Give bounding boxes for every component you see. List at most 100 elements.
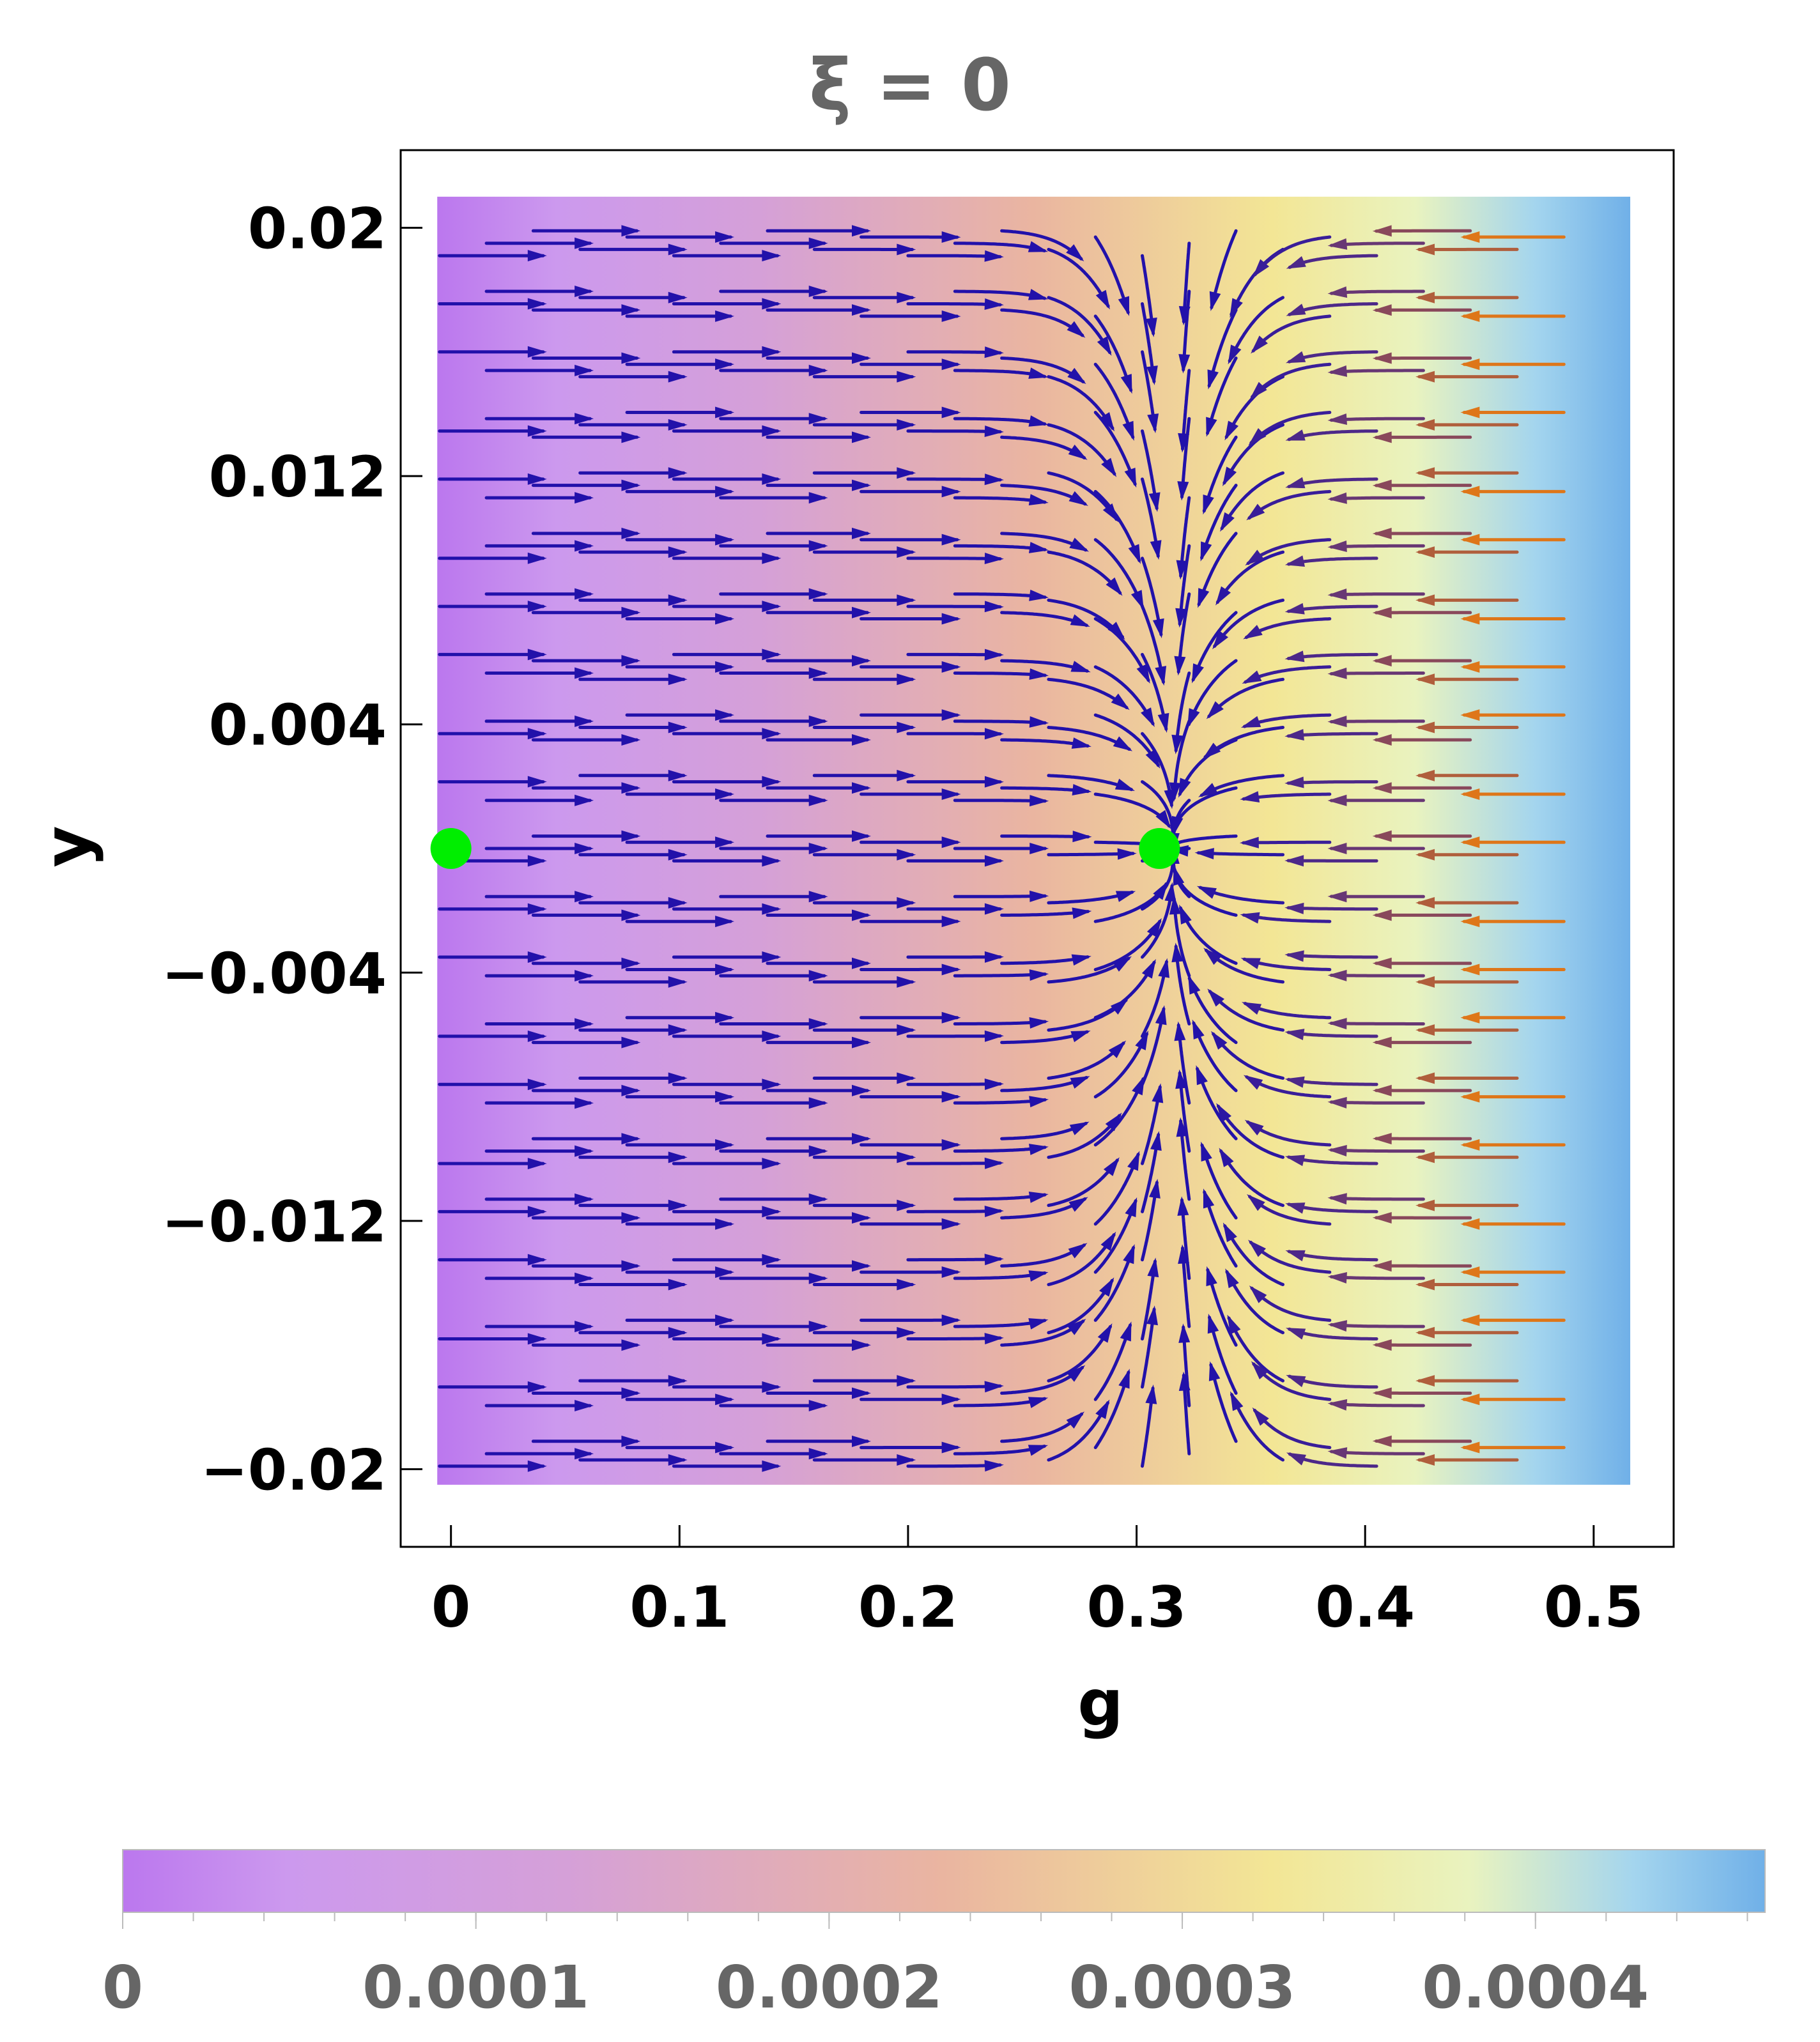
stream-arrowhead bbox=[1230, 298, 1243, 318]
stream-arrowhead bbox=[808, 970, 828, 982]
stream-arrowhead bbox=[1284, 729, 1304, 741]
stream-arrowhead bbox=[851, 1339, 871, 1351]
stream-arrowhead bbox=[1176, 560, 1188, 580]
stream-arrowhead bbox=[762, 601, 782, 613]
stream-arrowhead bbox=[984, 250, 1004, 262]
stream-arrowhead bbox=[851, 606, 871, 618]
stream-arrowhead bbox=[1327, 1018, 1347, 1030]
stream-arrowhead bbox=[1372, 479, 1392, 491]
stream-arrowhead bbox=[941, 613, 961, 625]
stream-arrowhead bbox=[1145, 1384, 1157, 1404]
stream-arrowhead bbox=[1248, 428, 1267, 446]
stream-arrowhead bbox=[762, 1381, 782, 1393]
stream-arrowhead bbox=[1460, 231, 1480, 243]
stream-arrowhead bbox=[1372, 1387, 1392, 1399]
stream-arrowhead bbox=[1068, 1243, 1088, 1259]
stream-arrowhead bbox=[1327, 1193, 1347, 1205]
stream-arrowhead bbox=[715, 406, 735, 418]
stream-arrowhead bbox=[1460, 1266, 1480, 1278]
stream-arrowhead bbox=[1028, 542, 1049, 553]
stream-arrowhead bbox=[527, 855, 547, 867]
stream-arrowhead bbox=[575, 588, 594, 600]
stream-arrowhead bbox=[575, 667, 594, 679]
stream-arrowhead bbox=[762, 903, 782, 915]
stream-arrowhead bbox=[762, 346, 782, 358]
stream-arrowhead bbox=[1067, 367, 1086, 385]
stream-arrowhead bbox=[1188, 974, 1201, 995]
stream-arrowhead bbox=[1200, 541, 1212, 562]
stream-arrowhead bbox=[1070, 1076, 1090, 1089]
stream-arrowhead bbox=[1179, 904, 1192, 925]
stream-arrowhead bbox=[1227, 1314, 1241, 1335]
stream-arrowhead bbox=[1284, 855, 1304, 867]
stream-arrowhead bbox=[1120, 1321, 1132, 1342]
stream-arrowhead bbox=[897, 1072, 916, 1084]
stream-arrowhead bbox=[1072, 784, 1092, 796]
stream-arrowhead bbox=[668, 418, 688, 431]
stream-arrowhead bbox=[1132, 1075, 1145, 1096]
stream-arrowhead bbox=[1207, 988, 1225, 1007]
stream-arrowhead bbox=[808, 1145, 828, 1157]
stream-arrowhead bbox=[1097, 336, 1112, 356]
stream-arrowhead bbox=[715, 788, 735, 800]
stream-arrowhead bbox=[527, 1381, 547, 1393]
stream-arrowhead bbox=[527, 346, 547, 358]
stream-arrowhead bbox=[1147, 413, 1159, 434]
stream-arrowhead bbox=[1203, 495, 1214, 515]
stream-arrowhead bbox=[715, 709, 735, 721]
stream-arrowhead bbox=[1284, 1029, 1305, 1041]
stream-arrowhead bbox=[808, 891, 828, 903]
stream-arrowhead bbox=[941, 709, 961, 721]
stream-arrowhead bbox=[621, 1212, 641, 1224]
stream-arrowhead bbox=[1171, 816, 1184, 836]
stream-arrowhead bbox=[941, 1441, 961, 1454]
stream-arrowhead bbox=[1240, 958, 1261, 969]
stream-arrowhead bbox=[897, 546, 916, 558]
stream-arrowhead bbox=[1240, 912, 1260, 924]
y-tick-label: −0.004 bbox=[162, 940, 387, 1006]
stream-arrowhead bbox=[668, 1326, 688, 1339]
stream-arrowhead bbox=[621, 1036, 641, 1048]
stream-arrowhead bbox=[1460, 1314, 1480, 1326]
stream-arrowhead bbox=[575, 843, 594, 854]
stream-arrowhead bbox=[715, 534, 735, 546]
stream-arrowhead bbox=[1372, 1084, 1392, 1096]
stream-arrowhead bbox=[575, 970, 594, 982]
stream-arrowhead bbox=[1415, 721, 1435, 733]
stream-arrowhead bbox=[1174, 1021, 1186, 1041]
stream-arrowhead bbox=[1070, 1031, 1091, 1043]
stream-arrowhead bbox=[762, 1206, 782, 1218]
stream-arrowhead bbox=[1111, 693, 1130, 710]
stream-arrowhead bbox=[1244, 1119, 1264, 1136]
stream-arrowhead bbox=[1028, 1144, 1049, 1155]
stream-arrowhead bbox=[1105, 1112, 1122, 1132]
stream-arrowhead bbox=[1415, 976, 1435, 988]
stream-arrowhead bbox=[1029, 1096, 1049, 1108]
stream-arrowhead bbox=[715, 1441, 735, 1454]
stream-arrowhead bbox=[1372, 352, 1392, 364]
stream-arrowhead bbox=[1141, 958, 1156, 979]
stream-arrowhead bbox=[668, 1024, 688, 1036]
stream-arrowhead bbox=[1284, 950, 1304, 962]
stream-arrowhead bbox=[1285, 477, 1306, 489]
stream-arrowhead bbox=[1210, 1031, 1228, 1050]
stream-arrowhead bbox=[1028, 415, 1049, 427]
stream-arrowhead bbox=[1247, 1240, 1267, 1257]
stream-arrowhead bbox=[1327, 365, 1348, 377]
stream-arrowhead bbox=[1460, 963, 1480, 976]
x-tick-label: 0.5 bbox=[1544, 1574, 1644, 1640]
stream-arrowhead bbox=[762, 1079, 782, 1091]
stream-arrowhead bbox=[941, 963, 961, 976]
stream-arrowhead bbox=[762, 855, 782, 867]
stream-arrowhead bbox=[1148, 492, 1161, 512]
stream-arrowhead bbox=[1068, 1197, 1088, 1212]
stream-arrowhead bbox=[851, 479, 871, 491]
stream-arrowhead bbox=[851, 1133, 871, 1145]
stream-arrowhead bbox=[984, 855, 1004, 867]
stream-arrowhead bbox=[1028, 367, 1049, 379]
stream-arrowhead bbox=[621, 1084, 641, 1096]
x-tick-label: 0.2 bbox=[858, 1574, 958, 1640]
stream-arrowhead bbox=[1222, 1222, 1237, 1243]
stream-arrowhead bbox=[1125, 1197, 1138, 1218]
stream-arrowhead bbox=[941, 1314, 961, 1326]
